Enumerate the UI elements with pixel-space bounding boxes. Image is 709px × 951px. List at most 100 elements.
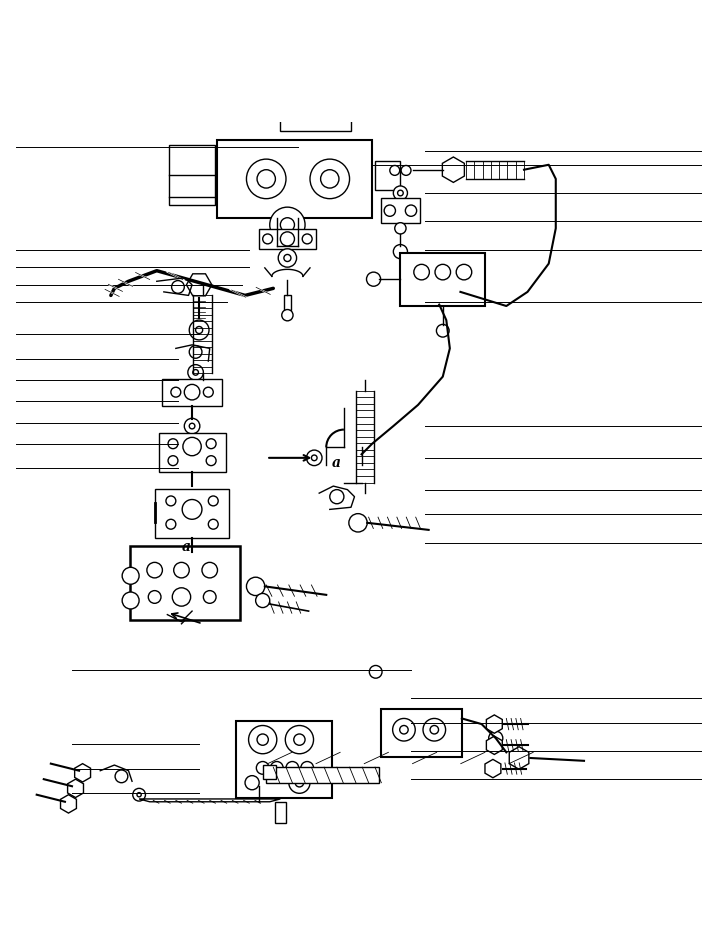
Circle shape [263, 234, 272, 243]
Circle shape [122, 568, 139, 584]
Circle shape [349, 514, 367, 532]
Circle shape [330, 490, 344, 504]
Text: a: a [332, 456, 341, 470]
Circle shape [456, 264, 471, 280]
Circle shape [393, 244, 408, 259]
Bar [275, 802, 286, 823]
Circle shape [284, 255, 291, 262]
Bar [264, 765, 276, 779]
Circle shape [369, 666, 382, 678]
Circle shape [203, 387, 213, 398]
Circle shape [489, 731, 503, 746]
Circle shape [430, 726, 439, 734]
Circle shape [203, 591, 216, 603]
Bar [284, 295, 291, 310]
Circle shape [437, 324, 449, 337]
Circle shape [367, 272, 381, 286]
Circle shape [171, 387, 181, 398]
Circle shape [398, 190, 403, 196]
Circle shape [400, 726, 408, 734]
Circle shape [206, 438, 216, 449]
Circle shape [257, 762, 269, 774]
Circle shape [311, 455, 317, 460]
Bar [169, 146, 215, 205]
Circle shape [189, 423, 195, 429]
Circle shape [280, 232, 294, 246]
Circle shape [172, 588, 191, 606]
Circle shape [301, 762, 313, 774]
Circle shape [256, 593, 269, 608]
Circle shape [306, 450, 322, 466]
Circle shape [257, 169, 275, 188]
Circle shape [172, 281, 184, 293]
Circle shape [245, 776, 259, 789]
Circle shape [294, 734, 305, 746]
Circle shape [166, 496, 176, 506]
Circle shape [395, 223, 406, 234]
Circle shape [148, 591, 161, 603]
Bar [259, 229, 316, 249]
Circle shape [302, 234, 312, 243]
Circle shape [208, 496, 218, 506]
Circle shape [393, 186, 408, 200]
Circle shape [189, 345, 202, 359]
Circle shape [133, 788, 145, 801]
Circle shape [281, 309, 293, 320]
Circle shape [196, 326, 203, 334]
Circle shape [435, 264, 450, 280]
Circle shape [280, 218, 294, 232]
Bar [162, 378, 222, 405]
Circle shape [286, 762, 298, 774]
Circle shape [257, 734, 268, 746]
Circle shape [278, 249, 296, 267]
Circle shape [393, 718, 415, 741]
Circle shape [137, 792, 141, 797]
Bar [280, 107, 351, 131]
Bar [130, 546, 240, 620]
Circle shape [320, 169, 339, 188]
Circle shape [390, 165, 400, 175]
Circle shape [249, 726, 277, 754]
Bar [375, 161, 401, 190]
Circle shape [168, 456, 178, 466]
Circle shape [414, 264, 430, 280]
Circle shape [423, 718, 445, 741]
Bar [401, 253, 485, 305]
Circle shape [269, 207, 305, 243]
Circle shape [247, 577, 264, 595]
Polygon shape [139, 799, 280, 802]
Circle shape [202, 562, 218, 578]
Bar [155, 489, 229, 538]
Bar [381, 708, 462, 757]
Circle shape [285, 726, 313, 754]
Circle shape [289, 772, 310, 793]
Circle shape [182, 499, 202, 519]
Circle shape [206, 456, 216, 466]
Bar [266, 767, 379, 783]
Circle shape [189, 320, 209, 340]
Circle shape [168, 438, 178, 449]
Circle shape [184, 384, 200, 400]
Circle shape [115, 770, 128, 783]
Circle shape [208, 519, 218, 529]
Circle shape [122, 592, 139, 609]
Circle shape [384, 205, 396, 216]
Bar [381, 199, 420, 223]
Circle shape [174, 562, 189, 578]
Bar [236, 721, 332, 798]
Circle shape [183, 437, 201, 456]
Bar [159, 433, 225, 472]
Circle shape [295, 779, 303, 786]
Circle shape [310, 159, 350, 199]
Circle shape [270, 762, 283, 774]
Circle shape [188, 364, 203, 380]
Circle shape [247, 159, 286, 199]
Circle shape [401, 165, 411, 175]
Circle shape [406, 205, 417, 216]
Circle shape [166, 519, 176, 529]
Circle shape [193, 370, 199, 376]
Bar [217, 140, 372, 218]
Circle shape [147, 562, 162, 578]
Text: a: a [182, 540, 191, 554]
Circle shape [184, 418, 200, 434]
